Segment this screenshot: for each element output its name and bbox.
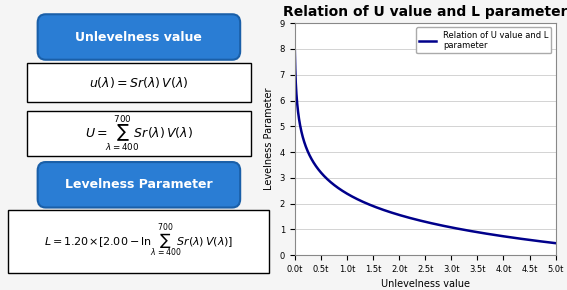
Text: Unlevelness value: Unlevelness value	[75, 30, 202, 44]
Line: Relation of U value and L
parameter: Relation of U value and L parameter	[295, 51, 556, 243]
Title: Relation of U value and L parameter: Relation of U value and L parameter	[283, 5, 567, 19]
Relation of U value and L
parameter	[448, 226, 455, 229]
FancyBboxPatch shape	[27, 63, 251, 102]
FancyBboxPatch shape	[9, 210, 269, 273]
FancyBboxPatch shape	[37, 162, 240, 208]
Relation of U value and L
parameter	[461, 228, 468, 232]
Text: $U = \!\!\sum_{\lambda=400}^{700}\!\! Sr(\lambda)\,V(\lambda)$: $U = \!\!\sum_{\lambda=400}^{700}\!\! Sr…	[85, 113, 193, 154]
Text: $L = 1.20\!\times\![2.00 - \ln\!\sum_{\lambda=400}^{700}\!\!Sr(\lambda)\,V(\lamb: $L = 1.20\!\times\![2.00 - \ln\!\sum_{\l…	[44, 223, 234, 260]
Relation of U value and L
parameter	[486, 232, 493, 236]
Y-axis label: Levelness Parameter: Levelness Parameter	[264, 88, 274, 191]
FancyBboxPatch shape	[37, 14, 240, 60]
Legend: Relation of U value and L
parameter: Relation of U value and L parameter	[416, 27, 552, 53]
Relation of U value and L
parameter	[339, 189, 346, 193]
Relation of U value and L
parameter	[291, 49, 298, 52]
Relation of U value and L
parameter	[391, 212, 398, 215]
Text: Levelness Parameter: Levelness Parameter	[65, 178, 213, 191]
X-axis label: Unlevelness value: Unlevelness value	[381, 280, 469, 289]
Relation of U value and L
parameter	[552, 242, 559, 245]
Text: $u(\lambda) = Sr(\lambda)\,V(\lambda)$: $u(\lambda) = Sr(\lambda)\,V(\lambda)$	[89, 75, 189, 90]
Relation of U value and L
parameter	[506, 235, 513, 239]
FancyBboxPatch shape	[27, 111, 251, 156]
